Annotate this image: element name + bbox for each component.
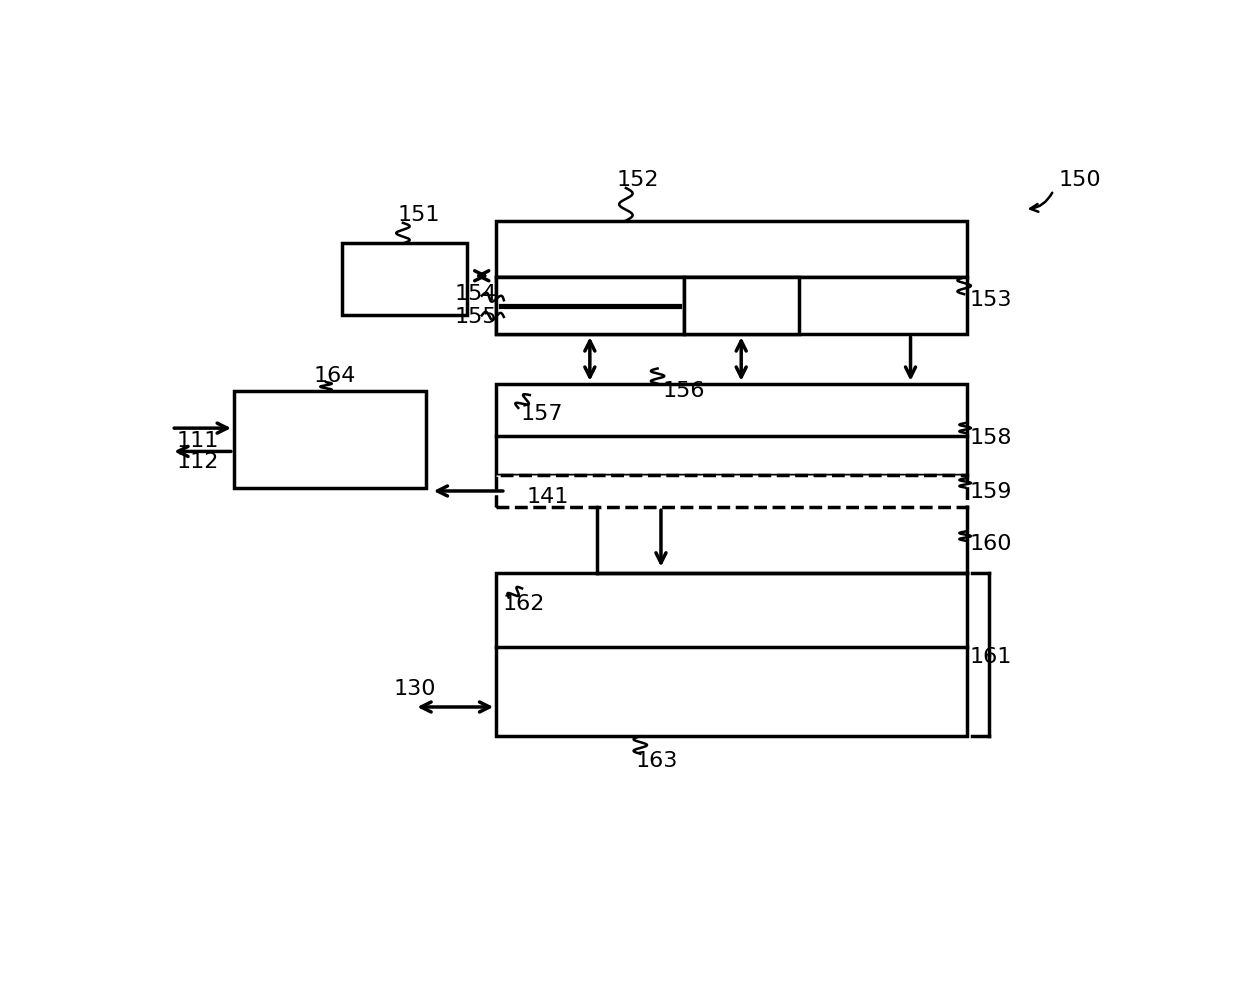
Text: 130: 130: [393, 679, 435, 698]
Text: 162: 162: [503, 594, 546, 614]
Bar: [496, 221, 967, 278]
Bar: [496, 475, 967, 507]
Bar: [496, 383, 967, 475]
Bar: [683, 278, 799, 334]
Text: 141: 141: [527, 488, 569, 507]
Text: 160: 160: [970, 535, 1012, 555]
Bar: [342, 243, 467, 315]
Text: 154: 154: [455, 284, 497, 304]
Text: 112: 112: [176, 452, 218, 472]
Text: 152: 152: [616, 170, 658, 190]
Bar: [496, 573, 967, 737]
Text: 158: 158: [970, 428, 1012, 448]
Bar: [234, 391, 427, 489]
Text: 157: 157: [521, 404, 563, 424]
Text: 161: 161: [970, 647, 1012, 667]
Text: 155: 155: [455, 307, 497, 327]
Bar: [496, 278, 967, 334]
Text: 111: 111: [176, 431, 218, 451]
Text: 159: 159: [970, 482, 1012, 502]
Text: 150: 150: [1058, 170, 1101, 190]
Bar: [496, 278, 683, 334]
Text: 156: 156: [662, 381, 704, 401]
Text: 151: 151: [397, 205, 440, 226]
Text: 153: 153: [970, 291, 1012, 310]
Text: 163: 163: [635, 752, 678, 771]
Text: 164: 164: [314, 366, 356, 386]
